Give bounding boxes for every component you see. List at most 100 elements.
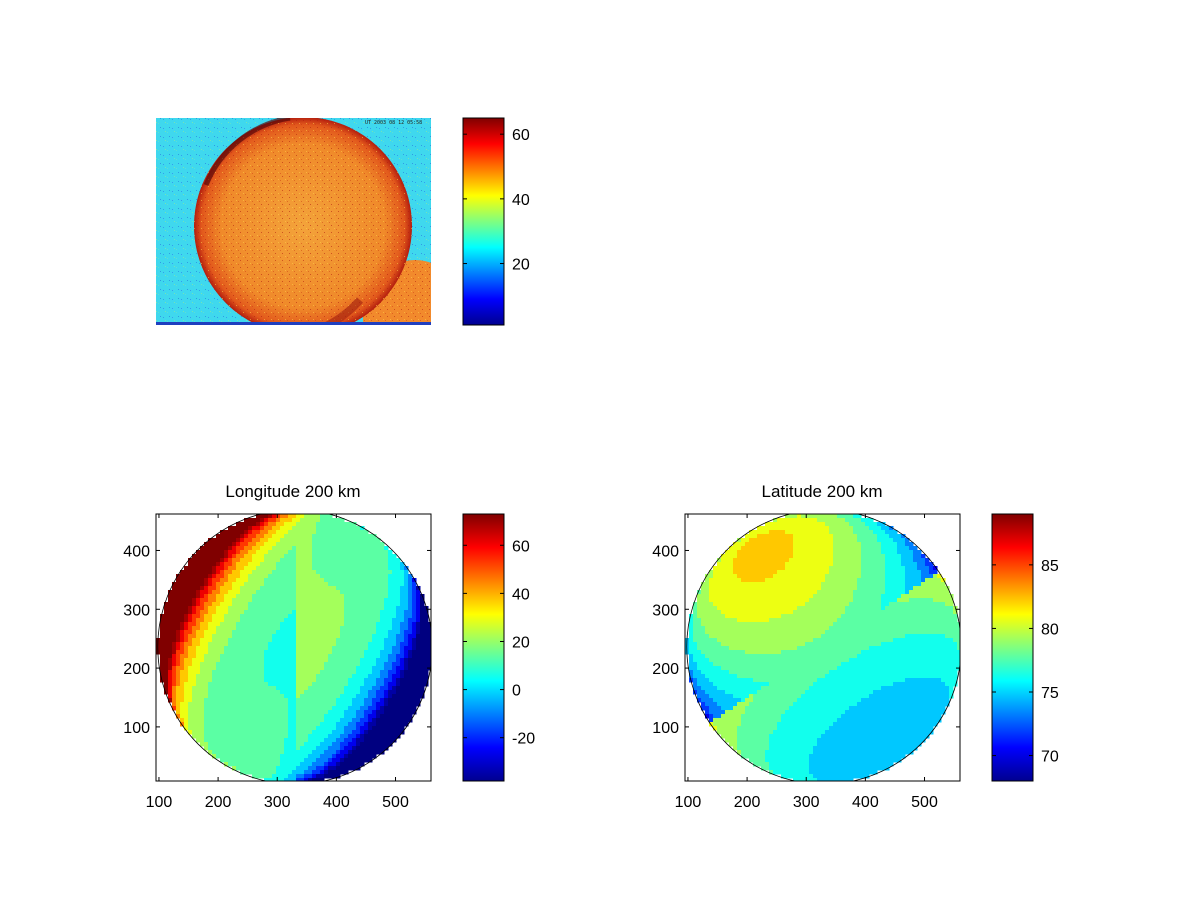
contour-cell: [380, 554, 385, 559]
contour-cell: [324, 730, 329, 735]
contour-cell: [741, 630, 746, 635]
contour-cell: [773, 698, 778, 703]
contour-cell: [176, 598, 181, 603]
contour-cell: [312, 718, 317, 723]
contour-cell: [368, 642, 373, 647]
contour-cell: [216, 750, 221, 755]
contour-cell: [236, 726, 241, 731]
contour-cell: [360, 642, 365, 647]
contour-cell: [757, 762, 762, 767]
contour-cell: [164, 674, 169, 679]
contour-cell: [336, 522, 341, 527]
contour-cell: [268, 594, 273, 599]
contour-cell: [232, 626, 237, 631]
contour-cell: [348, 622, 353, 627]
contour-cell: [212, 686, 217, 691]
contour-cell: [709, 694, 714, 699]
contour-cell: [777, 602, 782, 607]
contour-cell: [753, 682, 758, 687]
contour-cell: [749, 538, 754, 543]
contour-cell: [424, 670, 429, 675]
contour-cell: [388, 558, 393, 563]
contour-cell: [761, 634, 766, 639]
contour-cell: [753, 698, 758, 703]
contour-cell: [392, 678, 397, 683]
contour-cell: [276, 746, 281, 751]
contour-cell: [336, 618, 341, 623]
contour-cell: [268, 626, 273, 631]
contour-cell: [292, 766, 297, 771]
contour-cell: [765, 742, 770, 747]
contour-cell: [184, 646, 189, 651]
contour-cell: [769, 670, 774, 675]
contour-cell: [336, 582, 341, 587]
contour-cell: [697, 670, 702, 675]
contour-cell: [777, 646, 782, 651]
contour-cell: [412, 658, 417, 663]
contour-cell: [276, 534, 281, 539]
contour-cell: [717, 682, 722, 687]
contour-cell: [392, 622, 397, 627]
contour-cell: [268, 754, 273, 759]
contour-cell: [244, 550, 249, 555]
contour-cell: [216, 554, 221, 559]
contour-cell: [240, 610, 245, 615]
contour-cell: [316, 706, 321, 711]
contour-cell: [773, 706, 778, 711]
contour-cell: [749, 546, 754, 551]
contour-cell: [188, 566, 193, 571]
contour-cell: [204, 682, 209, 687]
contour-cell: [340, 674, 345, 679]
contour-cell: [725, 738, 730, 743]
contour-cell: [400, 586, 405, 591]
contour-cell: [284, 706, 289, 711]
contour-cell: [308, 694, 313, 699]
contour-cell: [304, 590, 309, 595]
contour-cell: [713, 614, 718, 619]
contour-cell: [777, 702, 782, 707]
contour-cell: [332, 606, 337, 611]
contour-cell: [272, 650, 277, 655]
contour-cell: [288, 762, 293, 767]
contour-cell: [300, 662, 305, 667]
contour-cell: [368, 702, 373, 707]
contour-cell: [396, 590, 401, 595]
contour-cell: [733, 662, 738, 667]
contour-cell: [292, 590, 297, 595]
contour-cell: [280, 750, 285, 755]
contour-cell: [741, 618, 746, 623]
contour-cell: [300, 610, 305, 615]
contour-cell: [781, 542, 786, 547]
contour-cell: [781, 654, 786, 659]
contour-cell: [761, 550, 766, 555]
contour-cell: [725, 666, 730, 671]
contour-cell: [757, 662, 762, 667]
contour-cell: [208, 630, 213, 635]
contour-cell: [228, 630, 233, 635]
contour-cell: [705, 706, 710, 711]
contour-cell: [705, 662, 710, 667]
contour-cell: [336, 542, 341, 547]
contour-cell: [244, 582, 249, 587]
contour-cell: [753, 598, 758, 603]
contour-cell: [717, 614, 722, 619]
contour-cell: [340, 726, 345, 731]
contour-cell: [376, 582, 381, 587]
contour-cell: [729, 550, 734, 555]
contour-cell: [328, 538, 333, 543]
contour-cell: [729, 682, 734, 687]
contour-cell: [196, 638, 201, 643]
contour-cell: [248, 738, 253, 743]
contour-cell: [240, 670, 245, 675]
contour-cell: [220, 666, 225, 671]
contour-cell: [260, 634, 265, 639]
contour-cell: [721, 566, 726, 571]
contour-cell: [196, 662, 201, 667]
contour-cell: [424, 642, 429, 647]
contour-cell: [204, 610, 209, 615]
contour-cell: [196, 710, 201, 715]
contour-cell: [280, 670, 285, 675]
contour-cell: [316, 662, 321, 667]
contour-cell: [336, 738, 341, 743]
contour-cell: [725, 634, 730, 639]
